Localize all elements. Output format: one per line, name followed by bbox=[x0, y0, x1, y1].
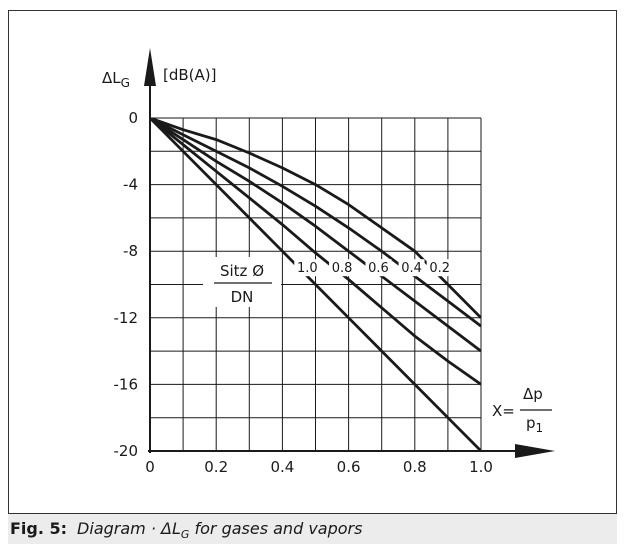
series-line-0.8 bbox=[150, 118, 481, 386]
legend-title-denominator: DN bbox=[231, 288, 254, 306]
y-axis-label: ΔLG bbox=[102, 69, 130, 90]
legend-title: Sitz Ø DN bbox=[203, 257, 281, 307]
series-label-background bbox=[365, 259, 392, 277]
series-labels: 1.0 0.8 0.6 0.4 0.2 bbox=[294, 259, 453, 277]
y-tick-label: -12 bbox=[114, 309, 139, 327]
series bbox=[150, 118, 481, 451]
caption-text: Diagram · ΔLG for gases and vapors bbox=[77, 519, 363, 542]
x-axis-arrow bbox=[515, 444, 555, 458]
series-label-1.0: 1.0 bbox=[297, 261, 318, 276]
y-tick-labels: 0 -4 -8 -12 -16 -20 bbox=[114, 109, 139, 460]
series-label-0.8: 0.8 bbox=[332, 261, 353, 276]
series-label-0.6: 0.6 bbox=[368, 261, 389, 276]
series-line-0.4 bbox=[150, 118, 481, 328]
chart: 0 0.2 0.4 0.6 0.8 1.0 0 -4 -8 -12 -16 -20 1.0 0.8 0.… bbox=[102, 48, 555, 476]
series-label-background bbox=[398, 259, 425, 277]
x-axis-title: X= Δp p1 bbox=[492, 385, 552, 435]
x-axis-label-numerator: Δp bbox=[523, 385, 543, 403]
caption-label: Fig. 5: bbox=[10, 519, 68, 538]
series-line-0.2 bbox=[150, 118, 481, 319]
series-line-0.6 bbox=[150, 118, 481, 353]
y-tick-label: -4 bbox=[123, 176, 138, 194]
series-line-1.0 bbox=[150, 118, 481, 451]
y-axis-unit: [dB(A)] bbox=[163, 66, 216, 84]
series-label-0.2: 0.2 bbox=[429, 261, 450, 276]
y-tick-label: -16 bbox=[114, 375, 139, 393]
axes bbox=[144, 48, 555, 458]
y-axis-title: ΔLG [dB(A)] bbox=[102, 66, 216, 90]
y-tick-label: 0 bbox=[128, 109, 138, 127]
series-label-background bbox=[329, 259, 356, 277]
y-tick-label: -8 bbox=[123, 242, 138, 260]
series-label-background bbox=[294, 259, 321, 277]
figure-caption: Fig. 5: Diagram · ΔLG for gases and vapor… bbox=[8, 514, 617, 544]
caption-text-subscript: G bbox=[180, 528, 190, 542]
caption-text-suffix: for gases and vapors bbox=[189, 519, 363, 538]
x-tick-label: 0.4 bbox=[270, 458, 294, 476]
caption-text-prefix: Diagram · ΔL bbox=[77, 519, 181, 538]
x-tick-label: 0 bbox=[145, 458, 155, 476]
figure-frame bbox=[8, 10, 617, 514]
x-tick-label: 1.0 bbox=[469, 458, 493, 476]
y-axis-arrow bbox=[144, 48, 156, 86]
legend-title-background bbox=[203, 257, 281, 307]
legend-title-numerator: Sitz Ø bbox=[220, 262, 264, 280]
x-axis-label-denominator: p1 bbox=[526, 414, 543, 435]
x-tick-labels: 0 0.2 0.4 0.6 0.8 1.0 bbox=[145, 458, 493, 476]
x-axis-label-prefix: X= bbox=[492, 402, 515, 420]
x-tick-label: 0.2 bbox=[204, 458, 228, 476]
y-tick-label: -20 bbox=[114, 442, 139, 460]
series-label-0.4: 0.4 bbox=[401, 261, 422, 276]
x-tick-label: 0.8 bbox=[403, 458, 427, 476]
series-label-background bbox=[426, 259, 453, 277]
x-tick-label: 0.6 bbox=[337, 458, 361, 476]
